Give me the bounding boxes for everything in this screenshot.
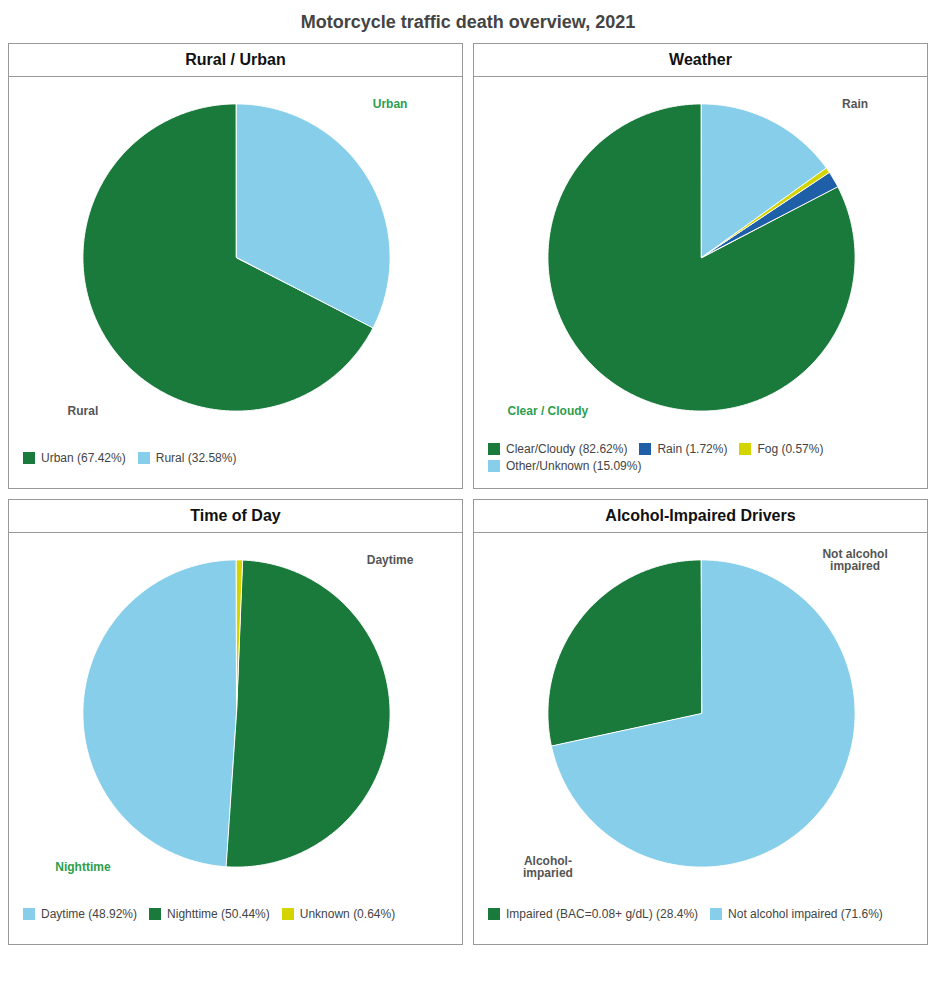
html-text:Not alcohol impaired (71.6%): Not alcohol impaired (71.6%) xyxy=(728,906,883,921)
html-text:Fog (0.57%): Fog (0.57%) xyxy=(757,442,824,457)
svg-text:Clear / Cloudy: Clear / Cloudy xyxy=(507,404,588,418)
html-text:Nighttime (50.44%): Nighttime (50.44%) xyxy=(167,906,270,921)
html-text:Clear/Cloudy (82.62%): Clear/Cloudy (82.62%) xyxy=(506,442,628,457)
html-text:Impaired (BAC=0.08+ g/dL) (28.: Impaired (BAC=0.08+ g/dL) (28.4%) xyxy=(506,906,699,921)
html-text:Daytime (48.92%): Daytime (48.92%) xyxy=(41,906,137,921)
html-text:Alcohol-Impaired Drivers: Alcohol-Impaired Drivers xyxy=(605,507,796,524)
html-text:Rural (32.58%): Rural (32.58%) xyxy=(155,450,237,465)
html-text:Weather: Weather xyxy=(669,51,732,68)
svg-text:Nighttime: Nighttime xyxy=(55,860,111,874)
html-text:Rural / Urban: Rural / Urban xyxy=(185,51,286,68)
svg-text:Not alcoholimpaired: Not alcoholimpaired xyxy=(822,547,887,573)
svg-text:Rural: Rural xyxy=(67,404,98,418)
html-text:Urban (67.42%): Urban (67.42%) xyxy=(41,450,126,465)
html-text:Time of Day: Time of Day xyxy=(190,507,281,524)
html-text:Rain (1.72%): Rain (1.72%) xyxy=(657,442,728,457)
html-text:Unknown (0.64%): Unknown (0.64%) xyxy=(299,906,396,921)
svg-text:Urban: Urban xyxy=(372,97,407,111)
svg-text:Rain: Rain xyxy=(842,97,868,111)
svg-text:Daytime: Daytime xyxy=(366,553,413,567)
svg-text:Alcohol-imparied: Alcohol-imparied xyxy=(522,854,572,880)
html-text:Motorcycle traffic death overv: Motorcycle traffic death overview, 2021 xyxy=(300,12,636,32)
html-text:Other/Unknown (15.09%): Other/Unknown (15.09%) xyxy=(506,458,642,473)
